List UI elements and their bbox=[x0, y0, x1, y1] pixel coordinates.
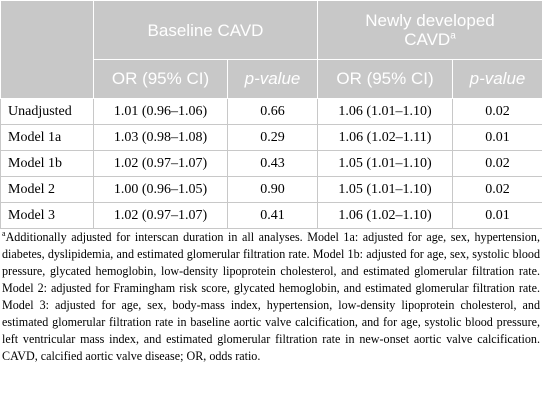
group-header-row: Baseline CAVD Newly developed CAVDa bbox=[0, 0, 542, 99]
cell-p-baseline: 0.43 bbox=[227, 150, 318, 177]
footnote-text: Additionally adjusted for interscan dura… bbox=[2, 230, 540, 363]
table-row: Unadjusted 1.01 (0.96–1.06) 0.66 1.06 (1… bbox=[0, 98, 542, 125]
column-header-row: OR (95% CI) p-value OR (95% CI) p-value bbox=[1, 59, 542, 99]
row-label: Model 1a bbox=[0, 124, 94, 151]
cell-p-baseline: 0.90 bbox=[227, 176, 318, 203]
new-cavd-line1: Newly developed bbox=[365, 11, 495, 30]
cell-or-new: 1.05 (1.01–1.10) bbox=[317, 150, 453, 177]
corner-cell bbox=[0, 0, 94, 99]
table-row: Model 1a 1.03 (0.98–1.08) 0.29 1.06 (1.0… bbox=[0, 124, 542, 151]
cell-or-new: 1.06 (1.02–1.11) bbox=[317, 124, 453, 151]
footnote-marker-sup: a bbox=[450, 30, 456, 42]
row-label: Model 1b bbox=[0, 150, 94, 177]
cell-p-new: 0.02 bbox=[452, 98, 542, 125]
cell-p-baseline: 0.66 bbox=[227, 98, 318, 125]
cell-or-new: 1.06 (1.02–1.10) bbox=[317, 202, 453, 229]
group-header-baseline: Baseline CAVD bbox=[93, 0, 318, 60]
footnote-marker: a bbox=[2, 228, 6, 238]
cell-or-baseline: 1.02 (0.97–1.07) bbox=[93, 202, 228, 229]
new-cavd-line2: CAVD bbox=[404, 30, 451, 49]
baseline-cavd-label: Baseline CAVD bbox=[147, 20, 264, 40]
cell-p-baseline: 0.41 bbox=[227, 202, 318, 229]
cell-or-baseline: 1.02 (0.97–1.07) bbox=[93, 150, 228, 177]
row-label: Model 2 bbox=[0, 176, 94, 203]
p-value-label: p-value bbox=[469, 69, 526, 88]
cell-or-baseline: 1.00 (0.96–1.05) bbox=[93, 176, 228, 203]
cell-p-baseline: 0.29 bbox=[227, 124, 318, 151]
cell-or-baseline: 1.03 (0.98–1.08) bbox=[93, 124, 228, 151]
cell-or-new: 1.06 (1.01–1.10) bbox=[317, 98, 453, 125]
results-table: Baseline CAVD Newly developed CAVDa OR (… bbox=[0, 0, 542, 229]
row-label: Model 3 bbox=[0, 202, 94, 229]
cell-p-new: 0.01 bbox=[452, 202, 542, 229]
row-label: Unadjusted bbox=[0, 98, 94, 125]
col-header-p-new: p-value bbox=[452, 59, 542, 99]
cell-or-baseline: 1.01 (0.96–1.06) bbox=[93, 98, 228, 125]
cell-or-new: 1.05 (1.01–1.10) bbox=[317, 176, 453, 203]
col-header-or-baseline: OR (95% CI) bbox=[93, 59, 228, 99]
col-header-p-baseline: p-value bbox=[227, 59, 318, 99]
p-value-label: p-value bbox=[244, 69, 301, 88]
table-footnote: aAdditionally adjusted for interscan dur… bbox=[2, 229, 540, 365]
table-row: Model 3 1.02 (0.97–1.07) 0.41 1.06 (1.02… bbox=[0, 202, 542, 229]
group-header-new: Newly developed CAVDa bbox=[317, 0, 542, 60]
cell-p-new: 0.02 bbox=[452, 150, 542, 177]
cell-p-new: 0.01 bbox=[452, 124, 542, 151]
table-row: Model 1b 1.02 (0.97–1.07) 0.43 1.05 (1.0… bbox=[0, 150, 542, 177]
cell-p-new: 0.02 bbox=[452, 176, 542, 203]
table-row: Model 2 1.00 (0.96–1.05) 0.90 1.05 (1.01… bbox=[0, 176, 542, 203]
col-header-or-new: OR (95% CI) bbox=[317, 59, 453, 99]
